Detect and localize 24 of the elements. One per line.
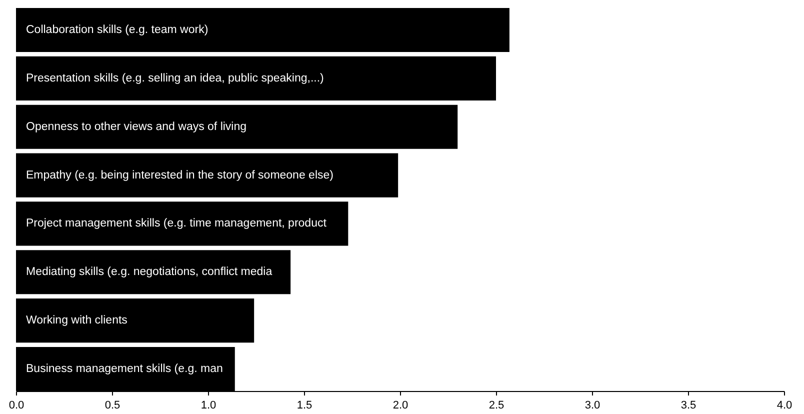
y-tick-label: Mediating skills (e.g. negotiations, conflict media — [26, 266, 273, 278]
y-tick-label: Empathy (e.g. being interested in the story of someone else) — [26, 169, 334, 182]
x-tick-label: 4.0 — [776, 400, 792, 412]
bar — [16, 250, 291, 294]
y-tick-label: Project management skills (e.g. time management, product — [26, 218, 328, 230]
x-tick-label: 3.0 — [584, 400, 600, 412]
x-tick-label: 2.5 — [488, 400, 504, 412]
y-tick-label: Business management skills (e.g. man — [26, 362, 223, 375]
y-tick-label: Openness to other views and ways of living — [26, 120, 247, 133]
y-tick-label: Presentation skills (e.g. selling an idea, public speaking,...) — [26, 72, 324, 84]
x-tick-label: 2.0 — [392, 400, 408, 412]
bar — [16, 153, 398, 198]
x-tick-label: 1.0 — [200, 400, 216, 412]
bar — [16, 202, 348, 246]
x-tick-label: 3.5 — [680, 400, 696, 412]
x-tick-label: 1.5 — [296, 400, 312, 412]
bar — [16, 104, 458, 149]
bar — [16, 56, 496, 100]
y-tick-label: Working with clients — [26, 314, 128, 327]
y-tick-label: Collaboration skills (e.g. team work) — [26, 24, 208, 36]
bar — [16, 298, 254, 343]
x-tick-label: 0.0 — [8, 400, 24, 412]
bar — [16, 8, 510, 52]
x-tick-label: 0.5 — [104, 400, 120, 412]
